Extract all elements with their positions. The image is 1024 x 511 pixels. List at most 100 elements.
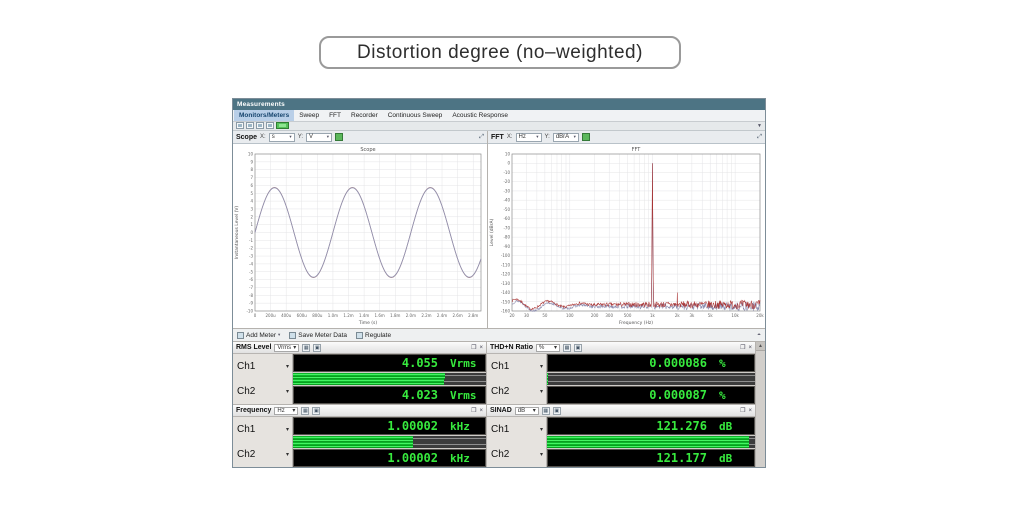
new-icon[interactable] xyxy=(236,122,244,130)
close-icon[interactable]: × xyxy=(479,344,483,351)
svg-text:300: 300 xyxy=(605,313,613,318)
meter-panel-frequency: Frequency Hz ▾ ▦ ▣ ❐ × Ch1 ▾ 1.00002 kHz Ch2 ▾ 1.0000… xyxy=(233,405,486,468)
scope-autoscale-button[interactable] xyxy=(335,133,344,142)
scope-x-unit-select[interactable]: s ▾ xyxy=(268,132,295,142)
close-icon[interactable]: × xyxy=(748,344,752,351)
meters-area: RMS Level Vrms ▾ ▦ ▣ ❐ × Ch1 ▾ 4.055 Vrms Ch2 ▾ 4.023… xyxy=(233,342,765,468)
scope-y-unit-select[interactable]: V ▾ xyxy=(306,132,333,142)
tab-recorder[interactable]: Recorder xyxy=(351,111,378,119)
meter-display-mode-icon[interactable]: ▦ xyxy=(301,406,310,415)
rms-level-ch2-bar xyxy=(293,379,486,386)
svg-text:600u: 600u xyxy=(297,313,308,318)
undock-icon[interactable]: ❐ xyxy=(471,345,477,352)
meter-unit-select[interactable]: Hz ▾ xyxy=(274,406,299,415)
fft-expand-icon[interactable]: ⤢ xyxy=(757,133,762,140)
scope-expand-icon[interactable]: ⤢ xyxy=(479,133,484,140)
open-icon[interactable] xyxy=(246,122,254,130)
scroll-up-icon[interactable]: ▲ xyxy=(756,342,765,352)
svg-text:-1: -1 xyxy=(249,238,253,243)
meter-panel-rms-level: RMS Level Vrms ▾ ▦ ▣ ❐ × Ch1 ▾ 4.055 Vrms Ch2 ▾ 4.023… xyxy=(233,342,486,405)
close-icon[interactable]: × xyxy=(748,407,752,414)
frequency-ch1-selector[interactable]: Ch1 ▾ xyxy=(233,417,293,443)
collapse-meters-icon[interactable]: ⏶ xyxy=(756,332,761,339)
sinad-ch1-selector[interactable]: Ch1 ▾ xyxy=(487,417,547,443)
svg-text:-10: -10 xyxy=(246,309,253,314)
meter-display-mode-icon[interactable]: ▦ xyxy=(562,343,571,352)
svg-text:200: 200 xyxy=(591,313,599,318)
svg-text:2.6m: 2.6m xyxy=(452,313,462,318)
meter-options-icon[interactable]: ▣ xyxy=(312,406,321,415)
meter-header-frequency: Frequency Hz ▾ ▦ ▣ ❐ × xyxy=(233,405,486,418)
meter-display-mode-icon[interactable]: ▦ xyxy=(541,406,550,415)
tab-continuous-sweep[interactable]: Continuous Sweep xyxy=(387,111,443,119)
fft-panel-header: FFT X: Hz ▾ Y: dBrA ▾ ⤢ xyxy=(488,131,765,145)
rms-level-ch1-selector[interactable]: Ch1 ▾ xyxy=(233,354,293,380)
chevron-down-icon: ▾ xyxy=(293,345,297,352)
scope-y-unit-value: V xyxy=(309,134,314,141)
svg-text:50: 50 xyxy=(542,313,548,318)
meter-unit-select[interactable]: Vrms ▾ xyxy=(274,343,300,352)
add-meter-button[interactable]: Add Meter ▾ xyxy=(237,331,280,339)
regulate-button[interactable]: Regulate xyxy=(356,331,391,339)
fft-y-unit-value: dBrA xyxy=(555,134,570,141)
rms-level-ch1-row: Ch1 ▾ 4.055 Vrms xyxy=(233,354,486,380)
rms-level-ch2-selector[interactable]: Ch2 ▾ xyxy=(233,379,293,405)
frequency-ch2-selector[interactable]: Ch2 ▾ xyxy=(233,442,293,468)
meter-options-icon[interactable]: ▣ xyxy=(552,406,561,415)
svg-text:Scope: Scope xyxy=(360,147,375,153)
fft-y-unit-select[interactable]: dBrA ▾ xyxy=(552,132,579,142)
meter-bar-fill xyxy=(547,379,549,386)
channel-label: Ch1 xyxy=(237,424,256,436)
rms-level-ch1-bar xyxy=(293,373,486,380)
tab-acoustic-response[interactable]: Acoustic Response xyxy=(452,111,508,119)
meter-name: THD+N Ratio xyxy=(490,344,533,352)
undock-icon[interactable]: ❐ xyxy=(471,408,477,415)
window-title: Measurements xyxy=(237,100,285,108)
meter-unit: % xyxy=(719,356,726,370)
meter-bar-fill xyxy=(547,442,749,449)
save-meter-data-button[interactable]: Save Meter Data xyxy=(289,331,347,339)
channel-label: Ch1 xyxy=(237,361,256,373)
save-icon[interactable] xyxy=(256,122,264,130)
tab-monitors-meters[interactable]: Monitors/Meters xyxy=(234,109,295,121)
meter-header-thd-n-ratio: THD+N Ratio% ▾ ▦ ▣ ❐ × xyxy=(487,342,755,355)
meter-value: 0.000086 xyxy=(649,356,707,371)
rms-level-ch2-row: Ch2 ▾ 4.023 Vrms xyxy=(233,379,486,405)
thd-n-ratio-ch2-selector[interactable]: Ch2 ▾ xyxy=(487,379,547,405)
add-meter-icon xyxy=(237,331,244,339)
channel-label: Ch1 xyxy=(491,361,510,373)
fft-x-unit-select[interactable]: Hz ▾ xyxy=(515,132,542,142)
meter-unit: kHz xyxy=(450,419,470,433)
meter-unit-select[interactable]: % ▾ xyxy=(535,343,560,352)
thd-n-ratio-ch1-selector[interactable]: Ch1 ▾ xyxy=(487,354,547,380)
page-title: Distortion degree (no–weighted) xyxy=(319,36,681,69)
svg-text:-60: -60 xyxy=(503,216,510,221)
meter-display-mode-icon[interactable]: ▦ xyxy=(302,343,311,352)
layout-icon[interactable] xyxy=(266,122,274,130)
svg-text:2.0m: 2.0m xyxy=(406,313,416,318)
svg-text:-120: -120 xyxy=(501,272,511,277)
svg-text:Instantaneous Level (V): Instantaneous Level (V) xyxy=(234,206,240,260)
meter-name: RMS Level xyxy=(236,344,272,352)
undock-icon[interactable]: ❐ xyxy=(740,408,746,415)
generator-on-toggle[interactable] xyxy=(276,122,289,130)
meter-options-icon[interactable]: ▣ xyxy=(573,343,582,352)
svg-text:-130: -130 xyxy=(501,281,511,286)
svg-text:500: 500 xyxy=(624,313,632,318)
filter-icon[interactable]: ▼ xyxy=(757,122,762,129)
svg-text:-90: -90 xyxy=(503,244,510,249)
close-icon[interactable]: × xyxy=(479,407,483,414)
tab-sweep[interactable]: Sweep xyxy=(299,111,320,119)
svg-text:3k: 3k xyxy=(689,313,695,318)
tab-fft[interactable]: FFT xyxy=(329,111,341,119)
svg-text:5: 5 xyxy=(250,191,253,196)
meter-bar-fill xyxy=(293,436,413,443)
meter-bar-fill xyxy=(293,442,413,449)
meter-options-icon[interactable]: ▣ xyxy=(313,343,322,352)
meters-scrollbar[interactable]: ▲ xyxy=(755,342,765,468)
meter-unit-select[interactable]: dB ▾ xyxy=(514,406,539,415)
undock-icon[interactable]: ❐ xyxy=(740,345,746,352)
sinad-ch2-selector[interactable]: Ch2 ▾ xyxy=(487,442,547,468)
fft-autoscale-button[interactable] xyxy=(581,133,590,142)
window-titlebar[interactable]: Measurements xyxy=(233,99,765,110)
